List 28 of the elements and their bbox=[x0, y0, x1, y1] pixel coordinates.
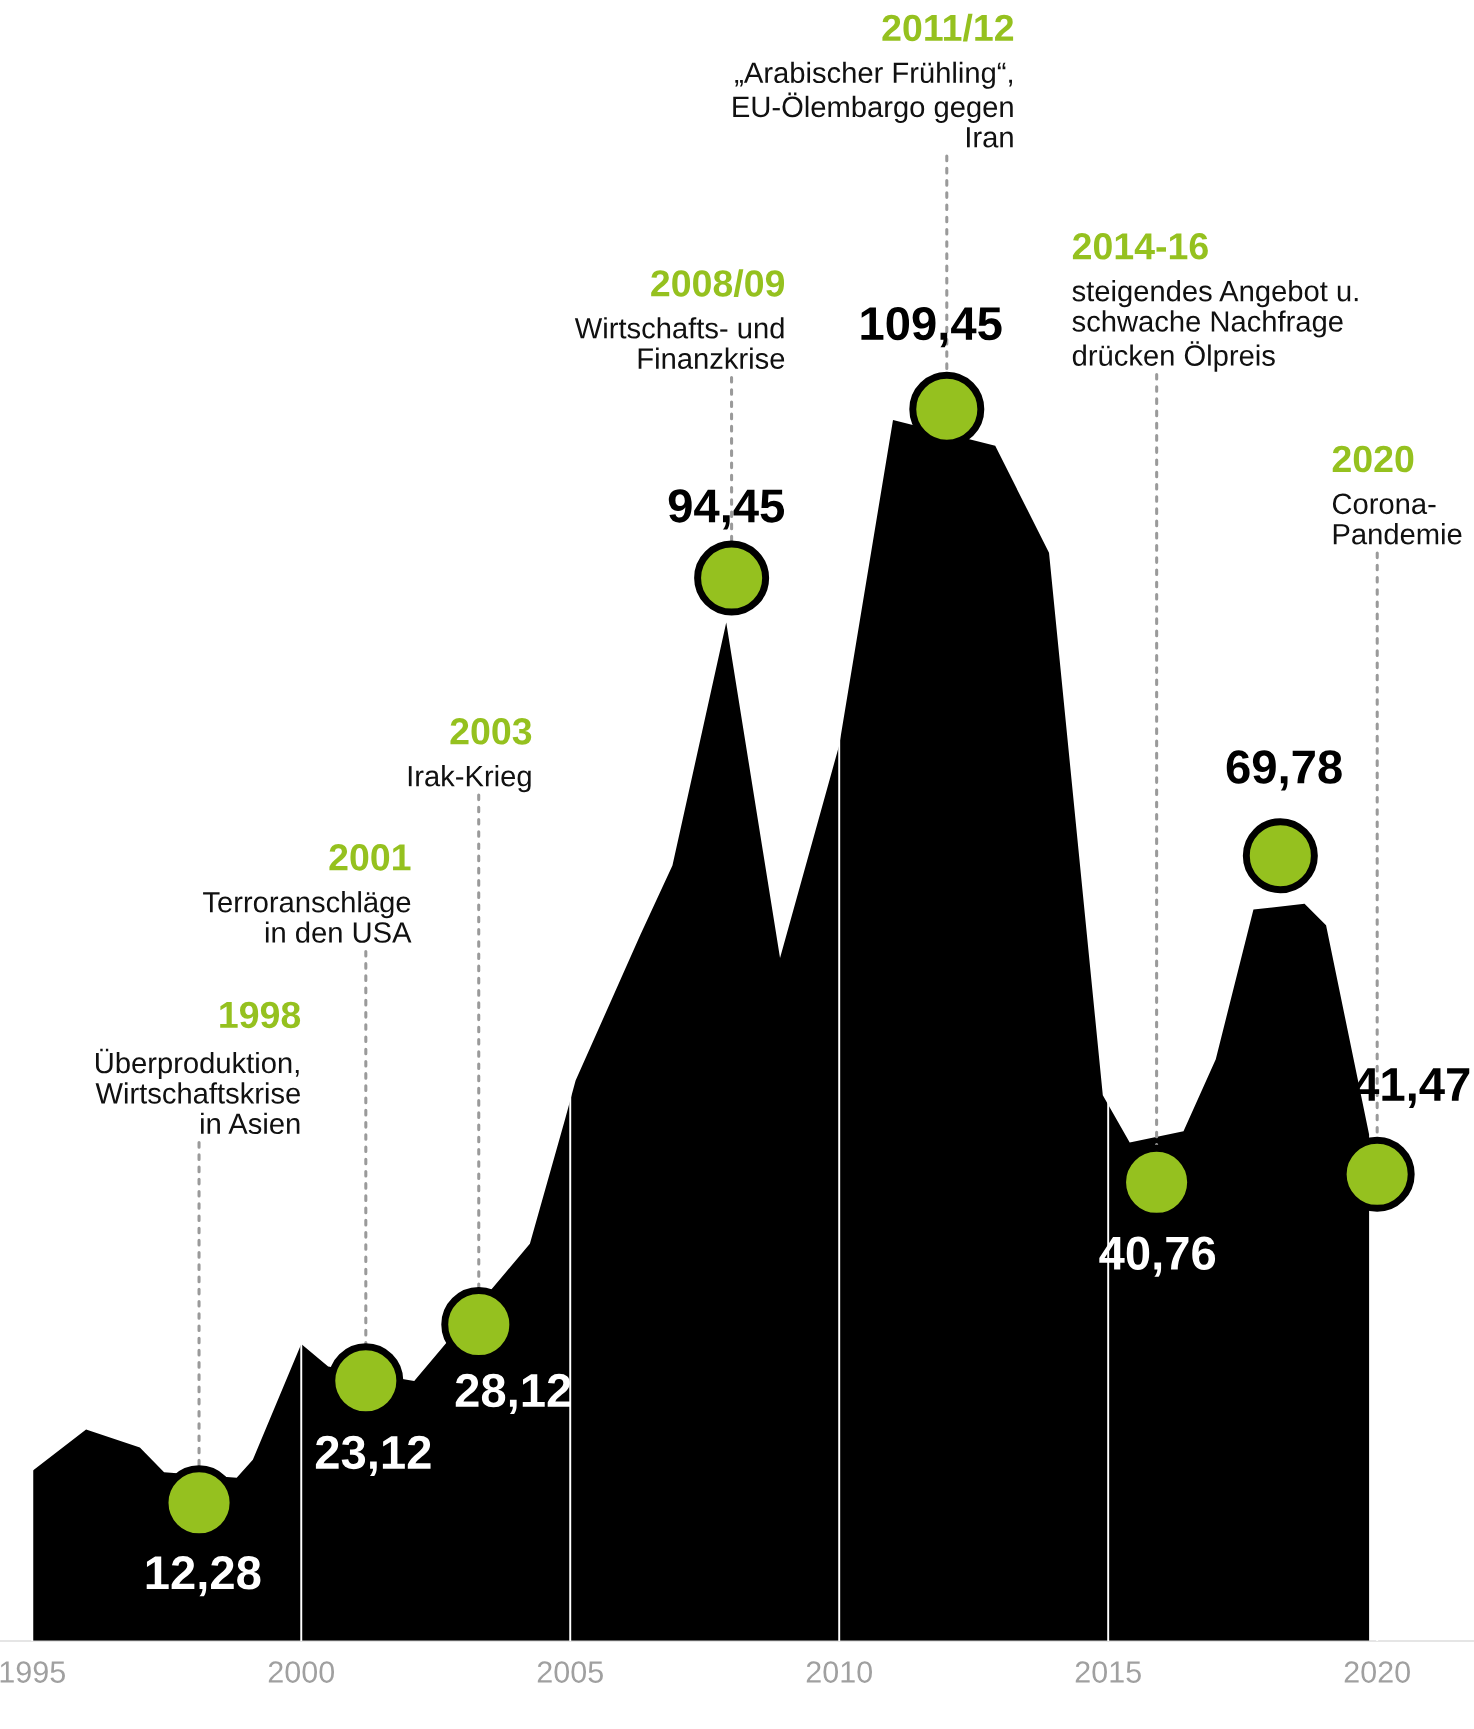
x-tick-label: 2000 bbox=[268, 1661, 335, 1683]
annotation: Überproduktion, Wirtschaftskrise in Asien bbox=[95, 1048, 300, 1135]
data-label: 69,78 bbox=[1226, 750, 1342, 791]
annotation: 1998 bbox=[220, 1001, 301, 1029]
annotation: Wirtschafts- und Finanzkrise bbox=[574, 317, 785, 369]
annotation: Irak-Krieg bbox=[408, 765, 531, 793]
x-tick-label: 2010 bbox=[806, 1661, 873, 1683]
data-label: 109,45 bbox=[861, 306, 1002, 348]
x-tick-label: 1995 bbox=[0, 1661, 65, 1683]
x-tick-label: 2005 bbox=[537, 1661, 603, 1683]
annotation: 2008/09 bbox=[651, 269, 785, 298]
annotation: Corona- Pandemie bbox=[1332, 493, 1462, 545]
data-label: 23,12 bbox=[315, 1435, 431, 1476]
annotation: 2003 bbox=[450, 718, 532, 745]
annotation: steigendes Angebot u. schwache Nachfrage drücken Ölpreis bbox=[1072, 280, 1358, 372]
point bbox=[694, 540, 770, 616]
data-label: 94,45 bbox=[668, 489, 785, 530]
annotation: „Arabischer Frühling“, EU-Ölembargo gegen Iran bbox=[733, 61, 1013, 148]
data-label: 41,47 bbox=[1353, 1068, 1470, 1108]
annotation: 2011/12 bbox=[882, 13, 1014, 42]
annotation: 2014-16 bbox=[1072, 232, 1208, 260]
data-label: 12,28 bbox=[146, 1556, 261, 1597]
point bbox=[1242, 818, 1318, 894]
annotation: 2020 bbox=[1332, 445, 1414, 473]
annotation: Terroranschläge in den USA bbox=[203, 891, 412, 943]
annotation: 2001 bbox=[329, 844, 411, 871]
x-tick-label: 2020 bbox=[1344, 1661, 1410, 1683]
x-tick-label: 2015 bbox=[1075, 1661, 1141, 1683]
